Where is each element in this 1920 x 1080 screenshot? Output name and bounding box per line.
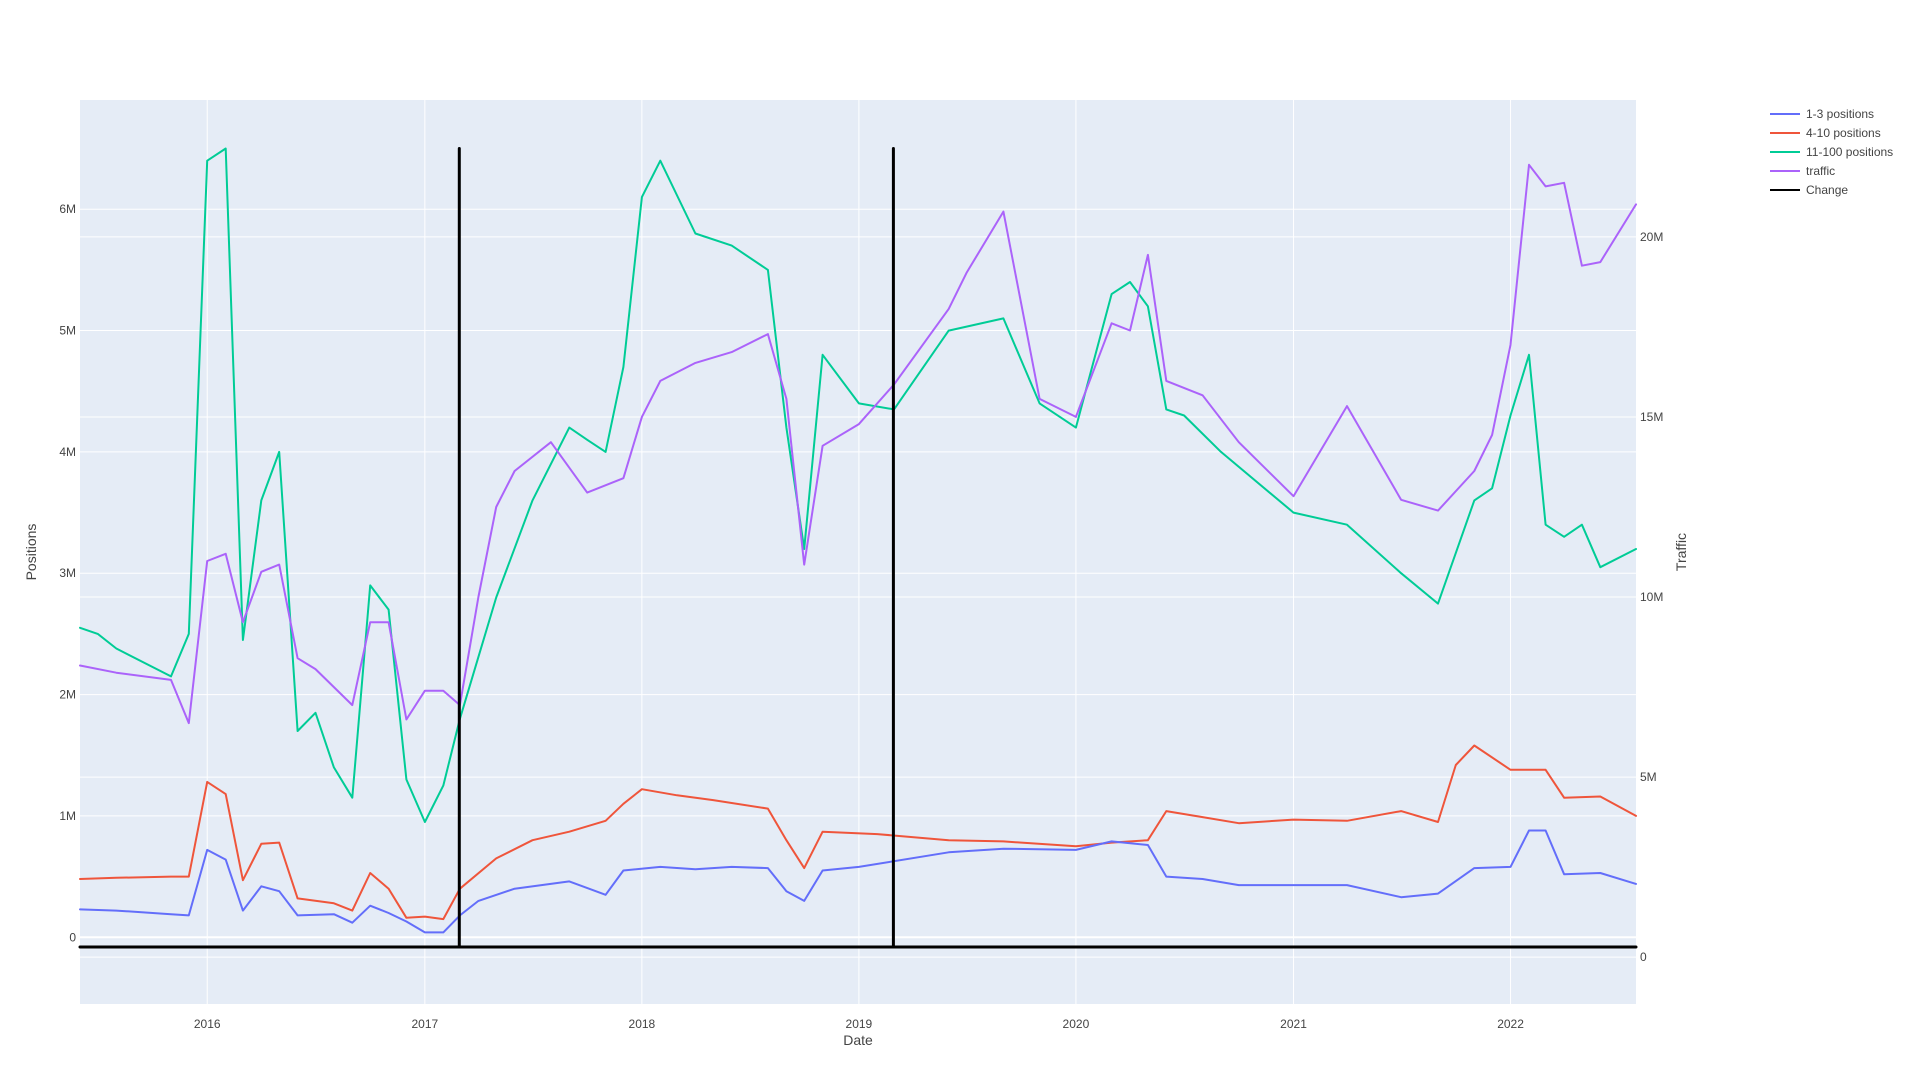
y2-tick-label: 15M	[1640, 410, 1663, 424]
legend-item-1-3-positions[interactable]: 1-3 positions	[1770, 107, 1874, 121]
y-tick-label: 0	[69, 930, 76, 944]
y-tick-label: 5M	[59, 324, 76, 338]
x-tick-label: 2019	[846, 1017, 873, 1031]
y2-tick-label: 20M	[1640, 230, 1663, 244]
x-tick-label: 2021	[1280, 1017, 1307, 1031]
x-tick-label: 2020	[1063, 1017, 1090, 1031]
legend-item-4-10-positions[interactable]: 4-10 positions	[1770, 126, 1881, 140]
x-tick-label: 2017	[412, 1017, 439, 1031]
grid-lines	[80, 100, 1636, 1004]
y2-axis-title: Traffic	[1673, 533, 1689, 571]
legend-label: 11-100 positions	[1806, 145, 1893, 159]
y2-tick-label: 10M	[1640, 590, 1663, 604]
y-tick-label: 6M	[59, 202, 76, 216]
y2-axis-ticks: 0 5M 10M 15M 20M	[1640, 230, 1663, 964]
series-line-4-10-positions	[79, 744, 1637, 921]
legend-label: 4-10 positions	[1806, 126, 1881, 140]
series-layer	[78, 147, 1638, 949]
series-line-11-100-positions	[79, 147, 1637, 823]
legend-label: Change	[1806, 183, 1848, 197]
y-tick-label: 4M	[59, 445, 76, 459]
y-tick-label: 1M	[59, 809, 76, 823]
legend-label: traffic	[1806, 164, 1835, 178]
x-axis-ticks: 2016 2017 2018 2019 2020 2021 2022	[194, 1017, 1524, 1031]
legend[interactable]: 1-3 positions 4-10 positions 11-100 positi…	[1770, 107, 1893, 197]
series-line-1-3-positions	[79, 829, 1637, 934]
x-axis-title: Date	[843, 1032, 873, 1048]
y-tick-label: 2M	[59, 688, 76, 702]
legend-item-traffic[interactable]: traffic	[1770, 164, 1835, 178]
legend-item-11-100-positions[interactable]: 11-100 positions	[1770, 145, 1893, 159]
y2-tick-label: 5M	[1640, 770, 1657, 784]
plot-background	[80, 100, 1636, 1004]
legend-label: 1-3 positions	[1806, 107, 1874, 121]
y-tick-label: 3M	[59, 566, 76, 580]
y2-tick-label: 0	[1640, 950, 1647, 964]
x-tick-label: 2016	[194, 1017, 221, 1031]
series-line-traffic	[79, 163, 1637, 725]
y-axis-title: Positions	[23, 524, 39, 581]
x-tick-label: 2022	[1497, 1017, 1524, 1031]
y-axis-ticks: 0 1M 2M 3M 4M 5M 6M	[59, 202, 76, 944]
x-tick-label: 2018	[629, 1017, 656, 1031]
legend-item-change[interactable]: Change	[1770, 183, 1848, 197]
